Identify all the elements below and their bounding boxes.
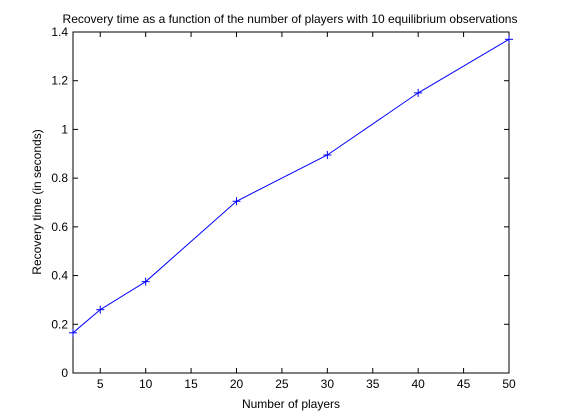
y-axis-label: Recovery time (in seconds) <box>30 129 44 274</box>
y-tick-label: 0.2 <box>51 317 68 331</box>
data-point-marker <box>323 151 332 160</box>
plot-area <box>72 31 510 374</box>
y-tick-label: 1 <box>61 122 68 136</box>
y-tick-label: 0.6 <box>51 220 68 234</box>
series-layer <box>69 35 513 337</box>
data-point-marker <box>414 88 423 97</box>
x-tick-label: 25 <box>275 377 289 391</box>
x-tick-label: 10 <box>139 377 153 391</box>
data-point-marker <box>96 305 105 314</box>
y-tick-label: 0.8 <box>51 171 68 185</box>
y-tick-label: 1.2 <box>51 74 68 88</box>
chart-title: Recovery time as a function of the numbe… <box>63 12 518 26</box>
x-tick-label: 35 <box>366 377 380 391</box>
y-axis: 0 0.2 0.4 0.6 0.8 1 1.2 1.4 <box>51 25 509 380</box>
data-point-marker <box>69 328 77 337</box>
data-point-marker <box>505 35 513 44</box>
x-tick-label: 50 <box>502 377 516 391</box>
data-point-marker <box>232 197 241 206</box>
y-tick-label: 0.4 <box>51 269 68 283</box>
x-tick-label: 30 <box>321 377 335 391</box>
data-point-marker <box>141 277 150 286</box>
y-tick-label: 0 <box>61 366 68 380</box>
x-tick-label: 15 <box>184 377 198 391</box>
x-tick-label: 45 <box>457 377 471 391</box>
x-tick-label: 40 <box>411 377 425 391</box>
x-tick-label: 20 <box>230 377 244 391</box>
y-tick-label: 1.4 <box>51 25 68 39</box>
x-axis-label: Number of players <box>242 397 340 411</box>
x-tick-label: 5 <box>97 377 104 391</box>
x-axis: 5 10 15 20 25 30 35 40 45 50 <box>97 32 516 391</box>
